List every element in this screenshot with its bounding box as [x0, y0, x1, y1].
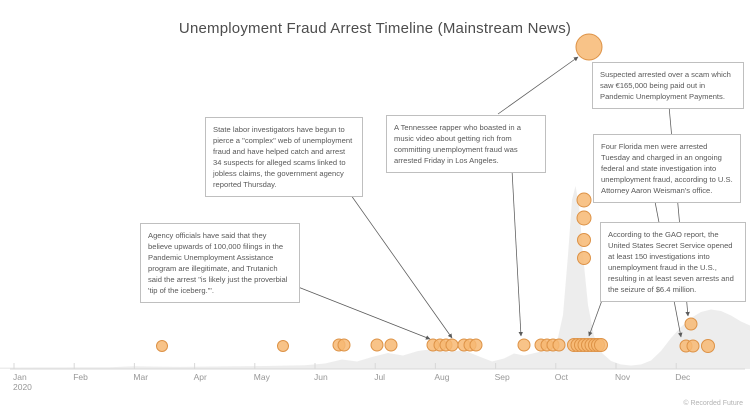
event-bubble[interactable] [575, 33, 603, 61]
recorded-future-credit: © Recorded Future [683, 400, 743, 407]
event-bubble[interactable] [576, 210, 592, 226]
event-bubble[interactable] [577, 251, 591, 265]
event-bubble[interactable] [156, 340, 168, 352]
month-label: Sep [495, 372, 510, 382]
annotation-four-florida-men: Four Florida men were arrested Tuesday a… [593, 134, 741, 203]
event-bubble[interactable] [445, 338, 459, 352]
event-bubble[interactable] [370, 338, 384, 352]
event-bubble[interactable] [594, 338, 608, 352]
annotation-arrow [511, 169, 524, 337]
annotation-suspected-scam: Suspected arrested over a scam which saw… [592, 62, 744, 109]
month-label: May [254, 372, 271, 382]
event-bubble[interactable] [517, 338, 531, 352]
annotation-gao-report: According to the GAO report, the United … [600, 222, 746, 302]
month-label: Apr [194, 372, 207, 382]
event-bubble[interactable] [576, 192, 592, 208]
annotation-arrow [340, 180, 453, 339]
annotation-agency-officials: Agency officials have said that they bel… [140, 223, 300, 303]
annotation-arrow [497, 56, 579, 115]
year-label: 2020 [13, 382, 32, 392]
event-bubble[interactable] [552, 338, 566, 352]
month-label: Aug [434, 372, 449, 382]
annotation-arrow [292, 284, 431, 340]
event-bubble[interactable] [384, 338, 398, 352]
density-area [0, 186, 750, 369]
event-bubble[interactable] [337, 338, 351, 352]
chart-title: Unemployment Fraud Arrest Timeline (Main… [178, 20, 572, 37]
month-label: Jun [314, 372, 328, 382]
annotation-state-labor: State labor investigators have begun to … [205, 117, 363, 197]
event-bubble[interactable] [277, 340, 289, 352]
month-label: Dec [675, 372, 691, 382]
month-label: Mar [133, 372, 148, 382]
event-bubble[interactable] [701, 339, 715, 353]
event-bubble[interactable] [469, 338, 483, 352]
month-label: Jul [374, 372, 385, 382]
event-bubble[interactable] [686, 339, 700, 353]
month-label: Jan [13, 372, 27, 382]
annotation-tennessee-rapper: A Tennessee rapper who boasted in a musi… [386, 115, 546, 173]
month-label: Nov [615, 372, 631, 382]
month-label: Oct [555, 372, 569, 382]
event-bubble[interactable] [577, 233, 591, 247]
event-bubble[interactable] [684, 317, 698, 331]
month-label: Feb [73, 372, 88, 382]
